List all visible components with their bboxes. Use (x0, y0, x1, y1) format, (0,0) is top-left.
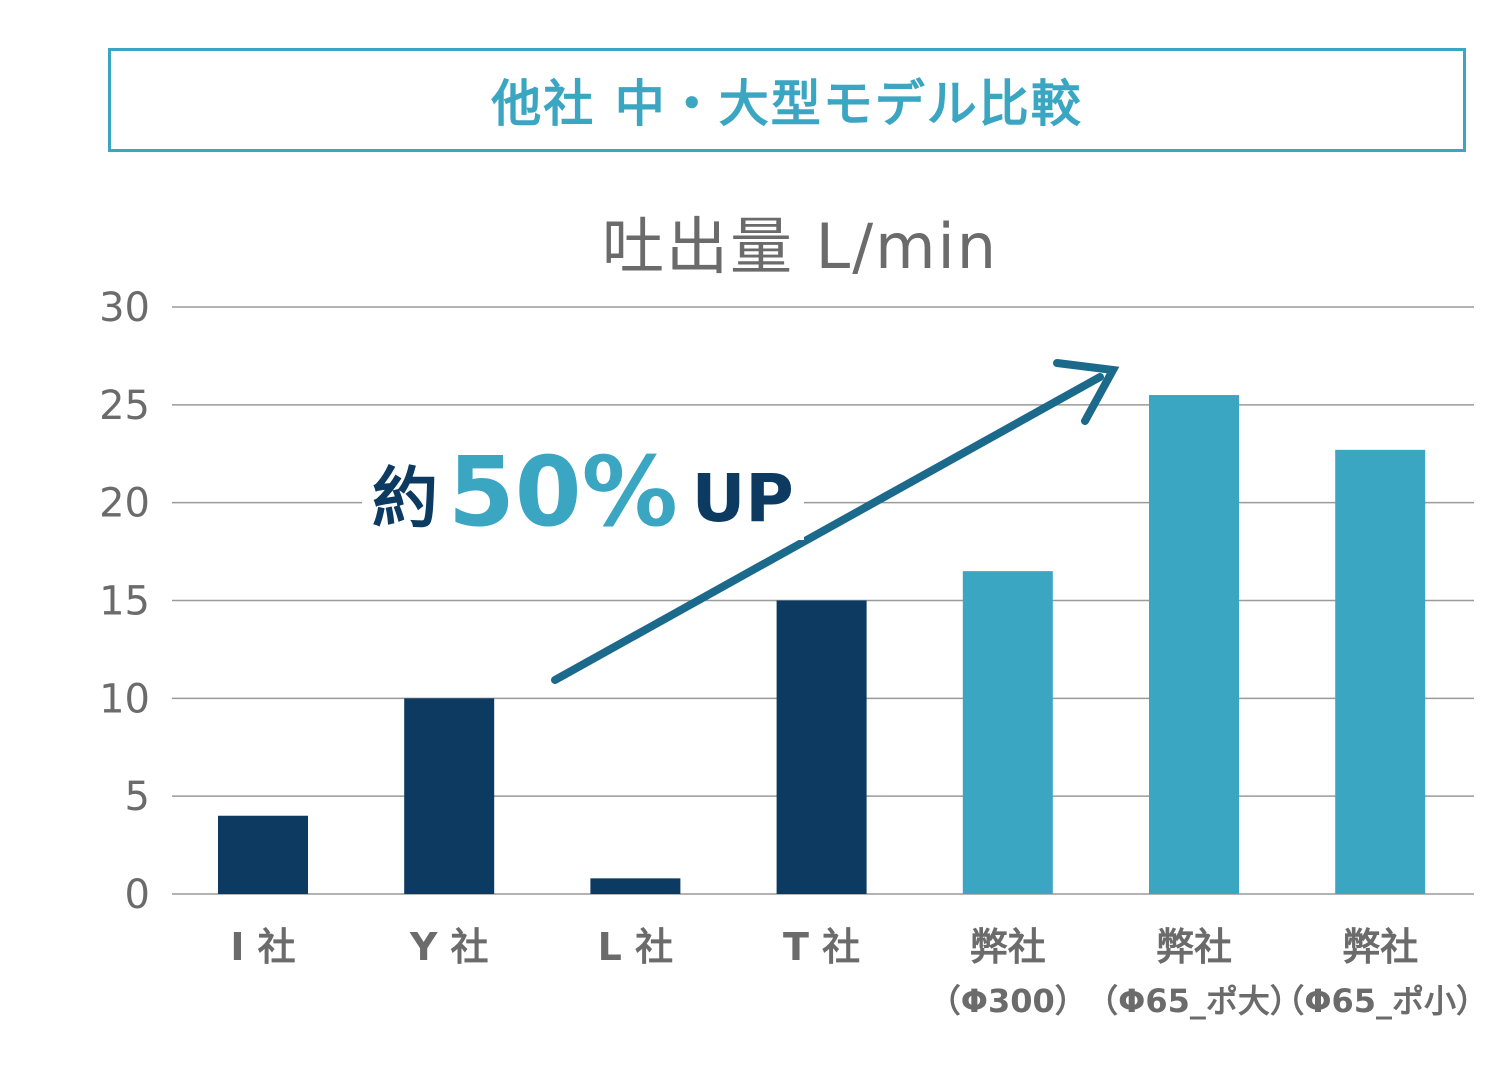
y-tick-label: 25 (99, 383, 150, 429)
y-tick-label: 0 (125, 872, 150, 918)
y-tick-label: 5 (125, 774, 150, 820)
y-tick-label: 15 (99, 579, 150, 625)
callout-prefix: 約 (372, 460, 438, 537)
y-tick-label: 20 (99, 481, 150, 527)
callout-suffix: UP (691, 460, 794, 537)
x-category-sublabel: （Φ65_ポ大） (1086, 982, 1302, 1020)
increase-callout: 約 50% UP (362, 430, 804, 540)
trend-arrow-shaft (551, 373, 1104, 684)
x-category-sublabel: （Φ300） (929, 982, 1087, 1020)
x-category-label: L 社 (598, 925, 673, 969)
bar (1335, 449, 1426, 894)
x-category-label: 弊社 (1156, 925, 1232, 969)
bar (962, 571, 1053, 894)
x-category-label: Y 社 (409, 925, 489, 969)
trend-arrow-head (1053, 359, 1120, 425)
bar (776, 600, 867, 894)
x-category-sublabel: （Φ65_ポ小） (1272, 982, 1488, 1020)
x-category-label: I 社 (230, 925, 295, 969)
x-category-label: 弊社 (970, 925, 1046, 969)
chart-title-box: 他社 中・大型モデル比較 (108, 48, 1466, 152)
y-tick-label: 10 (99, 676, 150, 722)
chart-title: 他社 中・大型モデル比較 (491, 75, 1083, 133)
bar (590, 878, 681, 894)
bar (404, 698, 495, 894)
bar (1149, 395, 1239, 894)
x-category-label: T 社 (783, 925, 860, 969)
x-category-label: 弊社 (1342, 925, 1418, 969)
callout-value: 50% (448, 436, 678, 548)
bar (218, 815, 308, 894)
y-axis-unit-label: 吐出量 L/min (601, 210, 999, 283)
y-tick-label: 30 (99, 285, 150, 331)
